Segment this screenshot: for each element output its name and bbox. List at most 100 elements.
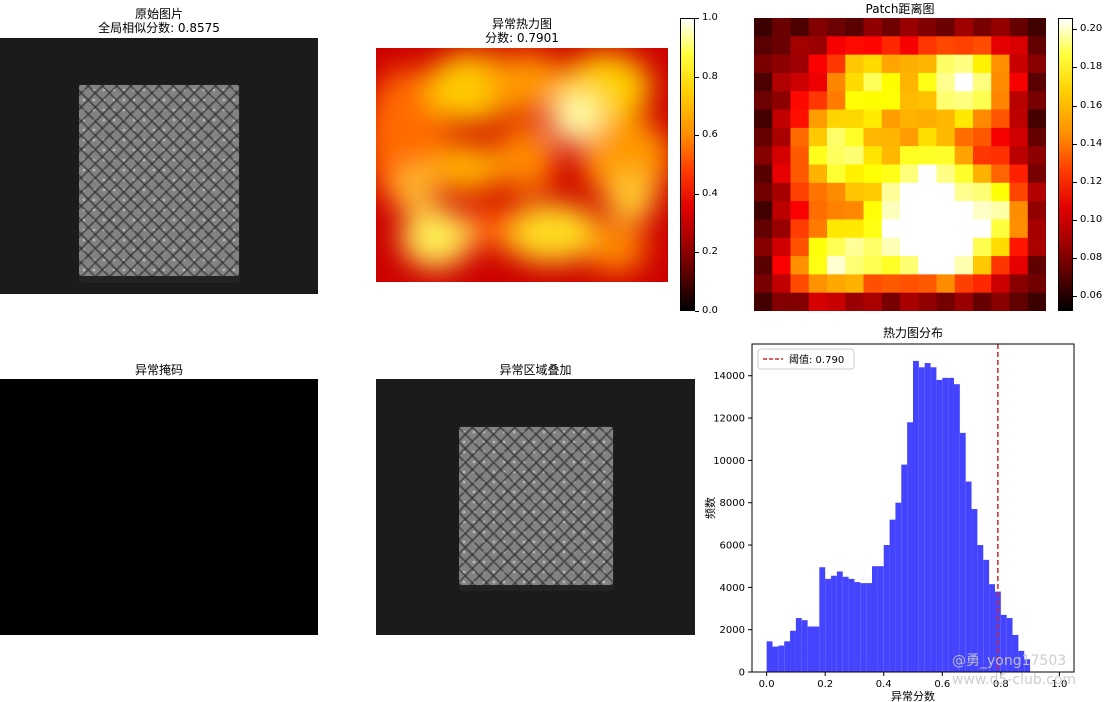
- patch-cell: [772, 127, 791, 147]
- histogram-bar: [953, 384, 960, 672]
- heatmap-title-line1: 异常热力图: [491, 17, 552, 31]
- patch-cell: [918, 18, 937, 37]
- patch-cell: [900, 127, 919, 147]
- patch-cell: [954, 91, 974, 111]
- patch-cell: [918, 274, 937, 294]
- patch-cell: [790, 109, 810, 129]
- patch-cell: [827, 292, 846, 311]
- histogram-bar: [825, 578, 832, 672]
- patch-cell: [827, 274, 846, 294]
- patch-cell: [918, 54, 937, 74]
- patch-cell: [1027, 127, 1046, 147]
- patch-cell: [863, 292, 883, 311]
- patch-cell: [772, 274, 791, 294]
- patch-cell: [845, 182, 864, 202]
- patch-cell: [900, 256, 919, 275]
- patch-cell: [863, 182, 883, 202]
- patch-cell: [973, 146, 992, 165]
- legend-threshold-label: 阈值: 0.790: [789, 353, 844, 366]
- histogram-title: 热力图分布: [882, 326, 943, 340]
- histogram-bar: [918, 367, 925, 672]
- patch-cell: [1009, 256, 1029, 275]
- colorbar-tick-mark: [1073, 67, 1077, 69]
- patch-cell: [808, 201, 828, 220]
- patch-cell: [808, 72, 828, 92]
- patch-title: Patch距离图: [865, 2, 935, 16]
- patch-cell: [936, 54, 956, 74]
- patch-cell: [973, 36, 992, 56]
- patch-cell: [790, 292, 810, 311]
- patch-cell: [918, 237, 937, 257]
- patch-cell: [973, 182, 992, 202]
- patch-cell: [845, 91, 864, 111]
- patch-cell: [1009, 72, 1029, 92]
- colorbar-tick-label: 0.14: [1080, 137, 1103, 149]
- heatmap-title: 异常热力图 分数: 0.7901: [376, 17, 668, 45]
- patch-cell: [936, 36, 956, 56]
- patch-cell: [881, 164, 901, 184]
- patch-cell: [827, 164, 846, 184]
- legend-box: [757, 348, 855, 370]
- heatmap-hot-region: [396, 163, 436, 213]
- histogram-bar: [889, 519, 896, 672]
- patch-cell: [918, 109, 937, 129]
- patch-cell: [973, 237, 992, 257]
- histogram-bar: [860, 583, 867, 672]
- patch-cell: [991, 18, 1010, 37]
- histogram-bar: [977, 545, 984, 672]
- patch-cell: [881, 274, 901, 294]
- patch-cell: [991, 164, 1010, 184]
- patch-cell: [954, 146, 974, 165]
- patch-cell: [754, 91, 773, 111]
- patch-cell: [973, 201, 992, 220]
- patch-cell: [1009, 164, 1029, 184]
- histogram-bar: [813, 626, 820, 672]
- patch-cell: [881, 292, 901, 311]
- patch-cell: [845, 54, 864, 74]
- patch-cell: [936, 164, 956, 184]
- histogram-bar: [994, 591, 1001, 672]
- patch-cell: [900, 109, 919, 129]
- patch-cell: [881, 18, 901, 37]
- patch-cell: [973, 54, 992, 74]
- patch-cell: [1009, 18, 1029, 37]
- patch-cell: [991, 274, 1010, 294]
- x-tick-label: 0.4: [876, 679, 892, 690]
- histogram-bar: [1006, 618, 1013, 672]
- patch-cell: [918, 164, 937, 184]
- patch-cell: [954, 292, 974, 311]
- patch-cell: [991, 91, 1010, 111]
- patch-cell: [808, 146, 828, 165]
- patch-cell: [790, 274, 810, 294]
- patch-cell: [863, 18, 883, 37]
- patch-cell: [754, 18, 773, 37]
- patch-cell: [827, 201, 846, 220]
- patch-cell: [881, 146, 901, 165]
- patch-cell: [918, 146, 937, 165]
- heatmap-hot-region: [401, 208, 471, 268]
- patch-cell: [900, 54, 919, 74]
- patch-cell: [827, 36, 846, 56]
- patch-cell: [827, 91, 846, 111]
- heatmap-hot-region: [586, 223, 646, 273]
- patch-cell: [754, 109, 773, 129]
- heatmap-score: 分数: 0.7901: [485, 31, 559, 45]
- patch-cell: [808, 292, 828, 311]
- histogram-bar: [989, 584, 995, 672]
- histogram-bar: [766, 641, 773, 672]
- patch-cell: [881, 72, 901, 92]
- heatmap-hot-region: [606, 173, 656, 223]
- patch-cell: [918, 256, 937, 275]
- histogram-bar: [913, 360, 919, 672]
- patch-cell: [845, 127, 864, 147]
- patch-cell: [772, 91, 791, 111]
- patch-cell: [845, 237, 864, 257]
- histogram-bar: [1018, 650, 1025, 672]
- colorbar-tick-label: 0.18: [1080, 61, 1103, 73]
- patch-cell: [1027, 256, 1046, 275]
- patch-cell: [954, 18, 974, 37]
- histogram-bar: [866, 583, 873, 672]
- patch-cell: [936, 91, 956, 111]
- patch-cell: [790, 36, 810, 56]
- patch-cell: [827, 146, 846, 165]
